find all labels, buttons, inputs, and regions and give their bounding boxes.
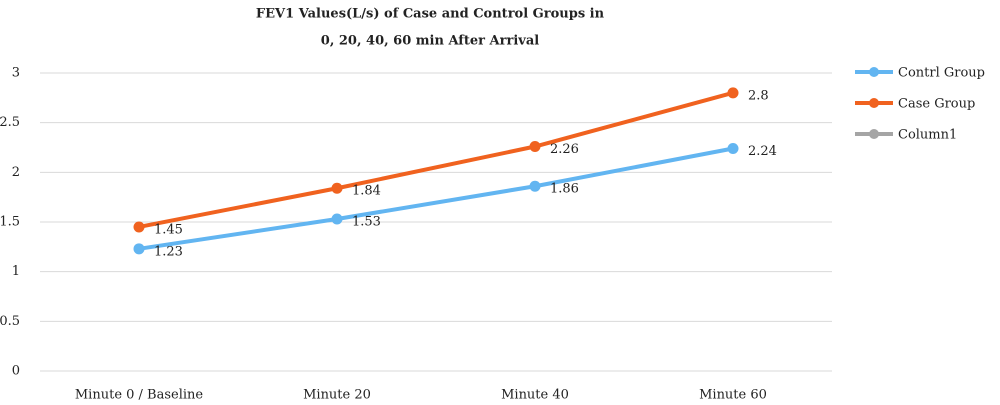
y-tick-label: 3 <box>12 66 20 81</box>
point <box>727 142 739 154</box>
x-tick-label: Minute 20 <box>303 388 371 403</box>
y-tick-label: 2.5 <box>0 115 20 130</box>
x-tick-label: Minute 60 <box>699 388 767 403</box>
legend-marker <box>869 129 879 139</box>
chart-title: 0, 20, 40, 60 min After Arrival <box>321 34 539 49</box>
data-label: 1.84 <box>352 184 381 199</box>
y-tick-label: 1.5 <box>0 215 20 230</box>
data-label: 1.23 <box>154 244 183 259</box>
x-tick-label: Minute 40 <box>501 388 569 403</box>
data-label: 2.26 <box>550 142 579 157</box>
legend-label: Case Group <box>898 97 975 112</box>
legend-marker <box>869 67 879 77</box>
series-line <box>138 90 734 229</box>
point <box>331 213 343 225</box>
point <box>133 243 145 255</box>
point <box>727 87 739 99</box>
point <box>331 182 343 194</box>
chart-title: FEV1 Values(L/s) of Case and Control Gro… <box>256 7 605 22</box>
legend-marker <box>869 98 879 108</box>
point <box>133 221 145 233</box>
data-label: 2.8 <box>748 88 769 103</box>
point <box>529 180 541 192</box>
legend-label: Column1 <box>898 128 957 143</box>
data-label: 2.24 <box>748 144 777 159</box>
data-label: 1.86 <box>550 182 579 197</box>
y-tick-label: 1 <box>12 264 20 279</box>
legend-label: Contrl Group <box>898 66 985 81</box>
data-label: 1.53 <box>352 215 381 230</box>
point <box>529 141 541 153</box>
data-label: 1.45 <box>154 222 183 237</box>
y-tick-label: 2 <box>12 165 20 180</box>
series-line <box>138 146 734 251</box>
y-tick-label: 0.5 <box>0 314 20 329</box>
y-tick-label: 0 <box>12 364 20 379</box>
x-tick-label: Minute 0 / Baseline <box>75 388 204 403</box>
